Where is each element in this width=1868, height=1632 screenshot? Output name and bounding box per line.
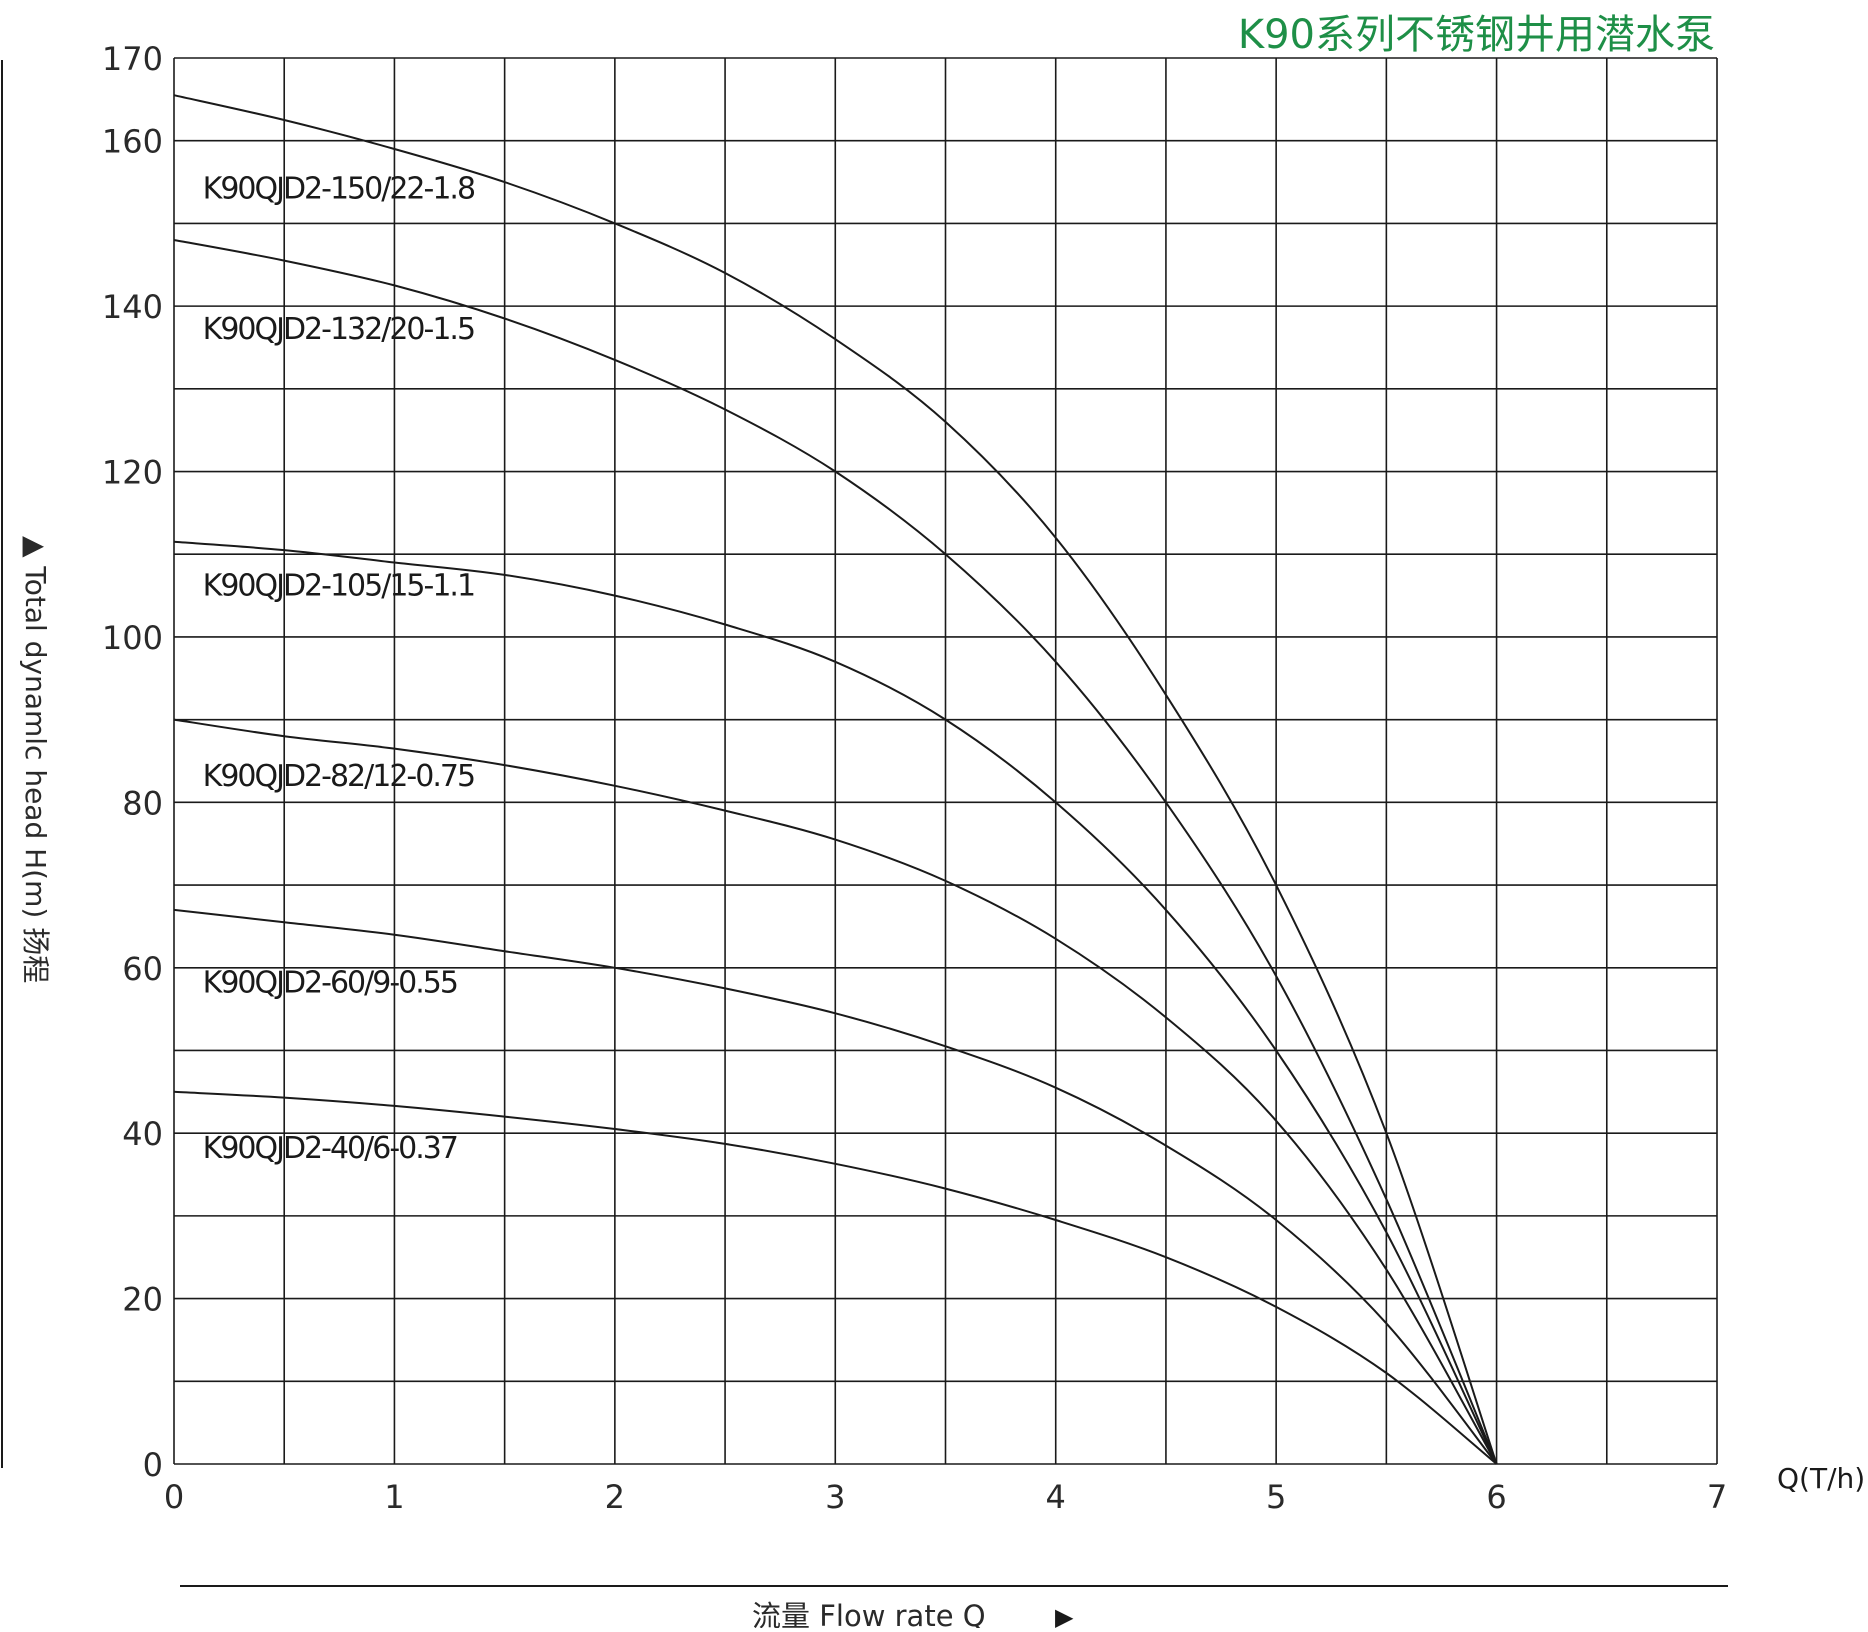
series-curves <box>173 94 1498 1465</box>
x-tick-label: 5 <box>1266 1478 1286 1516</box>
x-tick-label: 1 <box>384 1478 404 1516</box>
x-tick-label: 6 <box>1486 1478 1506 1516</box>
series-label: K90QJD2-60/9-0.55 <box>203 966 457 1001</box>
x-axis-label: 流量 Flow rate Q <box>752 1599 986 1628</box>
x-unit-label: Q(T/h) <box>1777 1462 1865 1495</box>
series-label: K90QJD2-40/6-0.37 <box>203 1131 457 1166</box>
x-tick-label: 2 <box>605 1478 625 1516</box>
series-curve <box>173 908 1498 1465</box>
series-label: K90QJD2-82/12-0.75 <box>203 759 474 794</box>
series-curve <box>173 94 1498 1465</box>
x-axis-arrow: ▶ <box>1055 1603 1074 1628</box>
series-curve <box>173 239 1498 1465</box>
x-tick-label: 7 <box>1707 1478 1727 1516</box>
y-tick-label: 0 <box>143 1446 163 1484</box>
series-labels: K90QJD2-150/22-1.8 K90QJD2-132/20-1.5 K90Q… <box>203 172 477 1166</box>
x-tick-label: 3 <box>825 1478 845 1516</box>
y-tick-label: 100 <box>102 619 163 657</box>
y-tick-label: 160 <box>102 123 163 161</box>
series-curve <box>173 1090 1498 1465</box>
y-tick-label: 120 <box>102 454 163 492</box>
y-tick-label: 170 <box>102 40 163 78</box>
tick-labels: 0 1 2 3 4 5 6 7 0 20 40 60 80 100 120 140 160 170 <box>102 40 1727 1516</box>
y-tick-label: 60 <box>122 950 163 988</box>
series-label: K90QJD2-150/22-1.8 <box>203 172 475 207</box>
axis-labels: ▲ Total dynamlc head H(m) 扬程 流量 Flow rat… <box>1 60 1865 1632</box>
chart-title: K90系列不锈钢井用潜水泵 <box>1237 12 1715 58</box>
y-tick-label: 20 <box>122 1281 163 1319</box>
series-label: K90QJD2-105/15-1.1 <box>203 569 474 604</box>
x-tick-label: 4 <box>1046 1478 1066 1516</box>
y-tick-label: 80 <box>122 784 163 822</box>
y-tick-label: 140 <box>102 288 163 326</box>
series-curve <box>173 540 1498 1465</box>
x-tick-label: 0 <box>164 1478 184 1516</box>
series-curve <box>173 718 1498 1465</box>
series-label: K90QJD2-132/20-1.5 <box>203 312 474 347</box>
y-axis-label: ▲ Total dynamlc head H(m) 扬程 <box>19 536 52 983</box>
y-tick-label: 40 <box>122 1115 163 1153</box>
